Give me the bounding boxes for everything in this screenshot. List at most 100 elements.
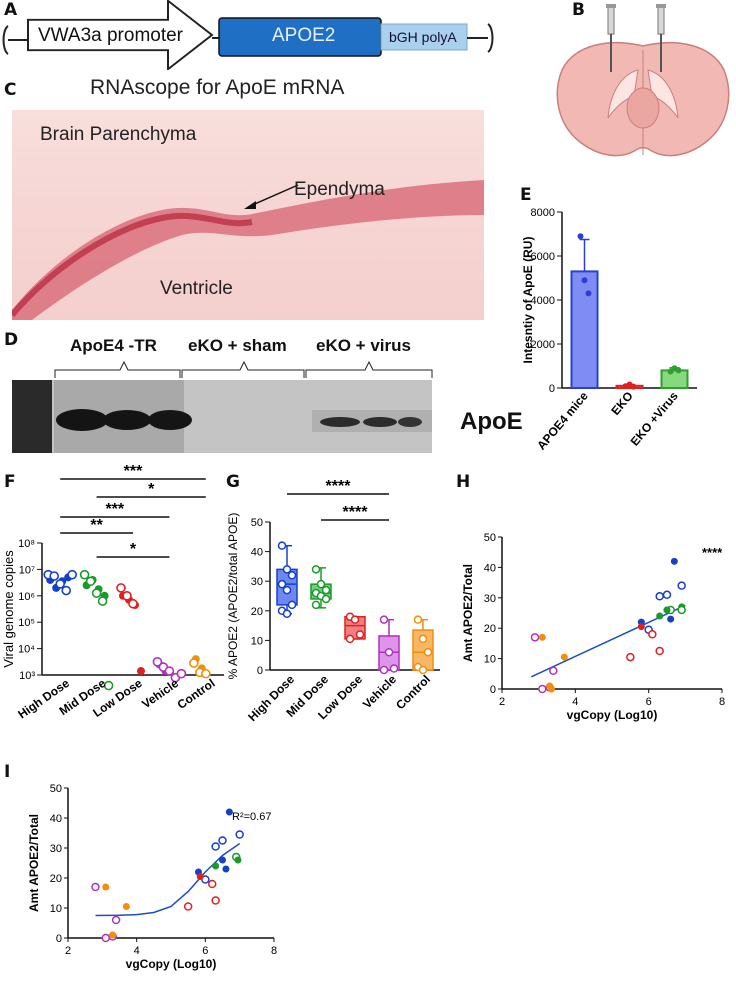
sig-label: **** (343, 504, 369, 521)
data-point (287, 571, 297, 580)
data-point (667, 615, 675, 623)
promoter-label: VWA3a promoter (38, 25, 184, 46)
ladder-lane (12, 380, 52, 453)
data-point (677, 581, 686, 590)
syringe-left (606, 4, 616, 72)
y-tick-label: 10⁶ (18, 591, 35, 603)
band (363, 417, 397, 427)
band (148, 410, 192, 430)
data-point (321, 585, 331, 595)
y-tick-label: 0 (257, 665, 263, 677)
data-point (413, 615, 423, 624)
data-point (101, 933, 111, 943)
data-point (350, 615, 360, 624)
x-axis-label: vgCopy (Log10) (567, 708, 658, 722)
data-point (219, 856, 226, 864)
band-label: ApoE (460, 408, 523, 435)
y-tick-label: 10 (50, 903, 62, 915)
sig-label: *** (105, 501, 124, 518)
panel-label-f: F (4, 472, 16, 492)
y-tick-label: 50 (484, 532, 496, 544)
western-blot-gel (12, 380, 432, 453)
data-point (234, 856, 242, 864)
x-tick-label: Vehicle (139, 676, 181, 711)
sig-label: **** (702, 545, 723, 560)
x-axis-label: vgCopy (Log10) (126, 957, 217, 971)
data-point (311, 565, 321, 574)
data-point (530, 633, 540, 642)
r2-label: R²=0.67 (232, 811, 271, 823)
data-point (222, 865, 230, 873)
data-point (189, 658, 199, 668)
sig-label: * (148, 481, 155, 498)
data-point (670, 557, 678, 565)
data-point (379, 665, 389, 675)
y-tick-label: 40 (484, 562, 496, 574)
data-point (355, 630, 365, 639)
data-point (677, 605, 686, 615)
data-point (663, 606, 671, 614)
x-tick-label: 2 (499, 696, 505, 708)
data-point (423, 647, 433, 657)
y-tick-label: 10⁴ (18, 644, 35, 656)
band (103, 410, 151, 430)
chart-h: 0 10 20 30 40 50 2 4 6 8 vgCopy (Log10) Amt APOE2/T… (461, 532, 725, 722)
x-tick-label: EKO (608, 389, 635, 418)
data-point (585, 290, 592, 297)
y-tick-label: 30 (251, 576, 263, 588)
panel-label-e: E (520, 185, 532, 205)
y-tick-label: 6000 (531, 251, 555, 263)
gene-label: APOE2 (272, 25, 336, 46)
data-point (662, 590, 672, 600)
data-point (196, 873, 204, 880)
data-point (164, 666, 175, 676)
x-tick-label: 8 (719, 696, 725, 708)
data-point (667, 368, 674, 375)
data-point (626, 652, 635, 662)
data-point (549, 666, 558, 676)
data-point (282, 609, 292, 619)
data-point (321, 594, 331, 604)
y-tick-label: 20 (50, 873, 62, 885)
data-point (116, 583, 126, 593)
data-point (211, 896, 220, 905)
data-point (560, 653, 568, 661)
bar (660, 369, 689, 389)
data-point (316, 579, 326, 589)
data-point (122, 903, 130, 910)
data-point (630, 383, 637, 390)
chart-i: 0 10 20 30 40 50 2 4 6 8 vgCopy (Log10) Amt APOE2/T… (27, 783, 277, 971)
ventricle-right (647, 69, 679, 119)
data-point (61, 585, 71, 596)
chart-e: 0 2000 4000 6000 8000 Intesntiy of ApoE (RU) A… (521, 207, 697, 453)
data-point (235, 830, 244, 839)
y-tick-label: 2000 (531, 339, 555, 351)
ependyma-label: Ependyma (294, 179, 385, 200)
data-point (311, 600, 321, 610)
itr-right (487, 23, 494, 53)
y-axis-label: Intesntiy of ApoE (RU) (521, 237, 535, 364)
data-point (201, 668, 211, 679)
data-point (581, 277, 588, 284)
x-tick-label: EKO +Virus (628, 389, 681, 449)
sig-label: **** (326, 478, 352, 495)
data-point (207, 879, 217, 889)
ventricle-left (607, 69, 639, 119)
x-tick-label: APOE4 mice (534, 389, 591, 453)
bar (570, 270, 599, 389)
x-tick-label: 4 (572, 696, 578, 708)
y-tick-label: 20 (484, 623, 496, 635)
blot-group-1: ApoE4 -TR (70, 336, 157, 355)
y-tick-label: 40 (251, 547, 263, 559)
data-point (67, 569, 77, 580)
data-point (128, 598, 138, 609)
data-point (418, 634, 428, 644)
sig-label: *** (124, 463, 143, 480)
sig-label: * (130, 541, 137, 558)
data-point (538, 633, 546, 641)
blot-group-2: eKO + sham (188, 336, 287, 355)
band (320, 417, 360, 427)
fit-line (95, 842, 241, 917)
data-point (538, 684, 547, 694)
